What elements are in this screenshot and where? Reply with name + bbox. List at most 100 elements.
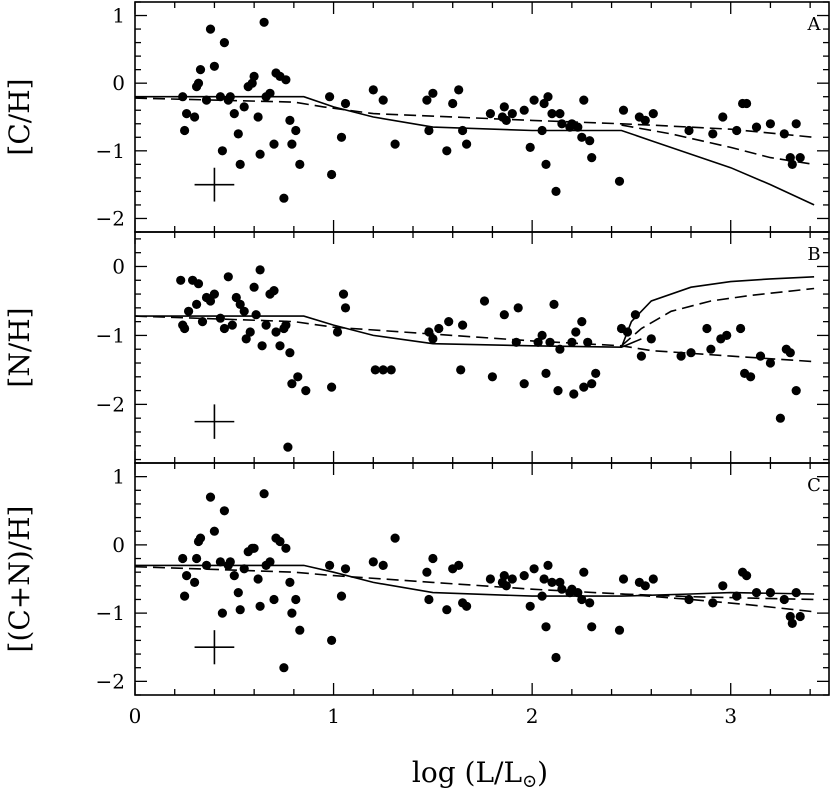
- panel-A: 1 0 −1 −2 A [C/H]: [3, 1, 830, 233]
- data-point: [458, 125, 468, 136]
- data-point: [499, 310, 509, 320]
- data-point: [283, 442, 293, 452]
- data-point: [618, 105, 629, 115]
- data-point: [249, 282, 259, 292]
- data-point: [551, 186, 561, 196]
- x-tick-label: 1: [327, 704, 340, 728]
- y-tick-label: −1: [96, 323, 125, 347]
- data-point: [591, 368, 601, 378]
- data-point: [390, 533, 400, 543]
- data-point: [370, 365, 380, 375]
- model-curve-dashed: [621, 593, 815, 601]
- data-point: [640, 581, 650, 591]
- data-point: [539, 98, 549, 109]
- data-point: [529, 564, 539, 574]
- data-point: [378, 95, 388, 105]
- data-point: [519, 571, 529, 581]
- data-point: [573, 122, 583, 132]
- data-point: [209, 61, 219, 71]
- data-point: [636, 351, 647, 361]
- data-point: [205, 492, 216, 502]
- data-point: [424, 594, 434, 605]
- data-point: [791, 119, 801, 129]
- data-point: [646, 334, 656, 344]
- data-point: [499, 571, 509, 581]
- y-tick-label: 1: [112, 465, 125, 489]
- data-point: [545, 337, 555, 347]
- data-point: [227, 320, 237, 330]
- data-point: [209, 289, 219, 299]
- data-point: [259, 489, 269, 499]
- model-curve-solid: [135, 564, 815, 597]
- data-point: [686, 348, 696, 358]
- data-point: [428, 553, 438, 564]
- data-point: [378, 560, 388, 571]
- panel-frame: [134, 231, 830, 464]
- data-point: [265, 557, 275, 567]
- data-point: [265, 88, 275, 98]
- data-point: [255, 601, 265, 611]
- y-tick-label: 0: [112, 71, 125, 95]
- panel-C: 1 0 −1 −2 C [(C+N)/H]: [3, 462, 830, 696]
- data-point: [487, 372, 497, 382]
- model-curve-dashed: [135, 315, 815, 363]
- data-point: [178, 553, 188, 564]
- data-point: [787, 159, 797, 169]
- data-point: [648, 574, 658, 584]
- data-point: [275, 536, 285, 547]
- x-axis-title-main: log (L/L: [412, 756, 522, 789]
- data-point: [233, 129, 243, 139]
- data-point: [543, 560, 553, 571]
- panel-frame: [134, 462, 830, 696]
- data-point: [765, 358, 776, 368]
- data-point: [648, 109, 658, 119]
- data-point: [722, 330, 732, 340]
- data-point: [219, 38, 229, 48]
- data-point: [192, 299, 202, 309]
- data-point: [255, 149, 265, 159]
- x-tick-label: 3: [724, 704, 737, 728]
- data-point: [579, 567, 589, 577]
- data-point: [281, 320, 291, 330]
- data-point: [718, 112, 728, 122]
- data-point: [755, 351, 766, 361]
- x-tick-label: 0: [129, 704, 142, 728]
- data-point: [434, 323, 444, 334]
- data-point: [539, 574, 549, 584]
- data-point: [751, 588, 762, 598]
- data-point: [529, 95, 539, 105]
- data-point: [182, 109, 192, 119]
- data-point: [279, 193, 289, 203]
- data-point: [340, 98, 351, 109]
- data-point: [295, 159, 305, 169]
- data-point: [422, 567, 432, 577]
- model-curve-solid: [620, 276, 815, 348]
- x-axis-title-close: ): [537, 756, 548, 789]
- data-point: [192, 553, 202, 564]
- data-point: [253, 574, 263, 584]
- x-axis-title: log (L/L⊙): [412, 756, 548, 792]
- data-point: [390, 139, 400, 149]
- data-point: [340, 564, 351, 574]
- data-point: [525, 142, 535, 152]
- data-point: [178, 92, 188, 102]
- data-point: [176, 275, 186, 285]
- data-point: [195, 65, 206, 75]
- data-point: [229, 571, 239, 581]
- data-point: [428, 334, 438, 344]
- data-point: [327, 169, 337, 180]
- data-point: [338, 289, 349, 299]
- data-point: [555, 109, 565, 119]
- data-point: [239, 306, 249, 316]
- data-point: [336, 132, 347, 142]
- y-tick-label: −2: [96, 669, 125, 693]
- panel-letter: B: [807, 244, 820, 265]
- model-curve-solid: [135, 315, 642, 349]
- data-point: [746, 372, 756, 382]
- data-point: [217, 146, 227, 156]
- data-point: [444, 317, 454, 327]
- data-point: [195, 533, 206, 543]
- data-point: [217, 608, 227, 618]
- data-point: [285, 115, 295, 125]
